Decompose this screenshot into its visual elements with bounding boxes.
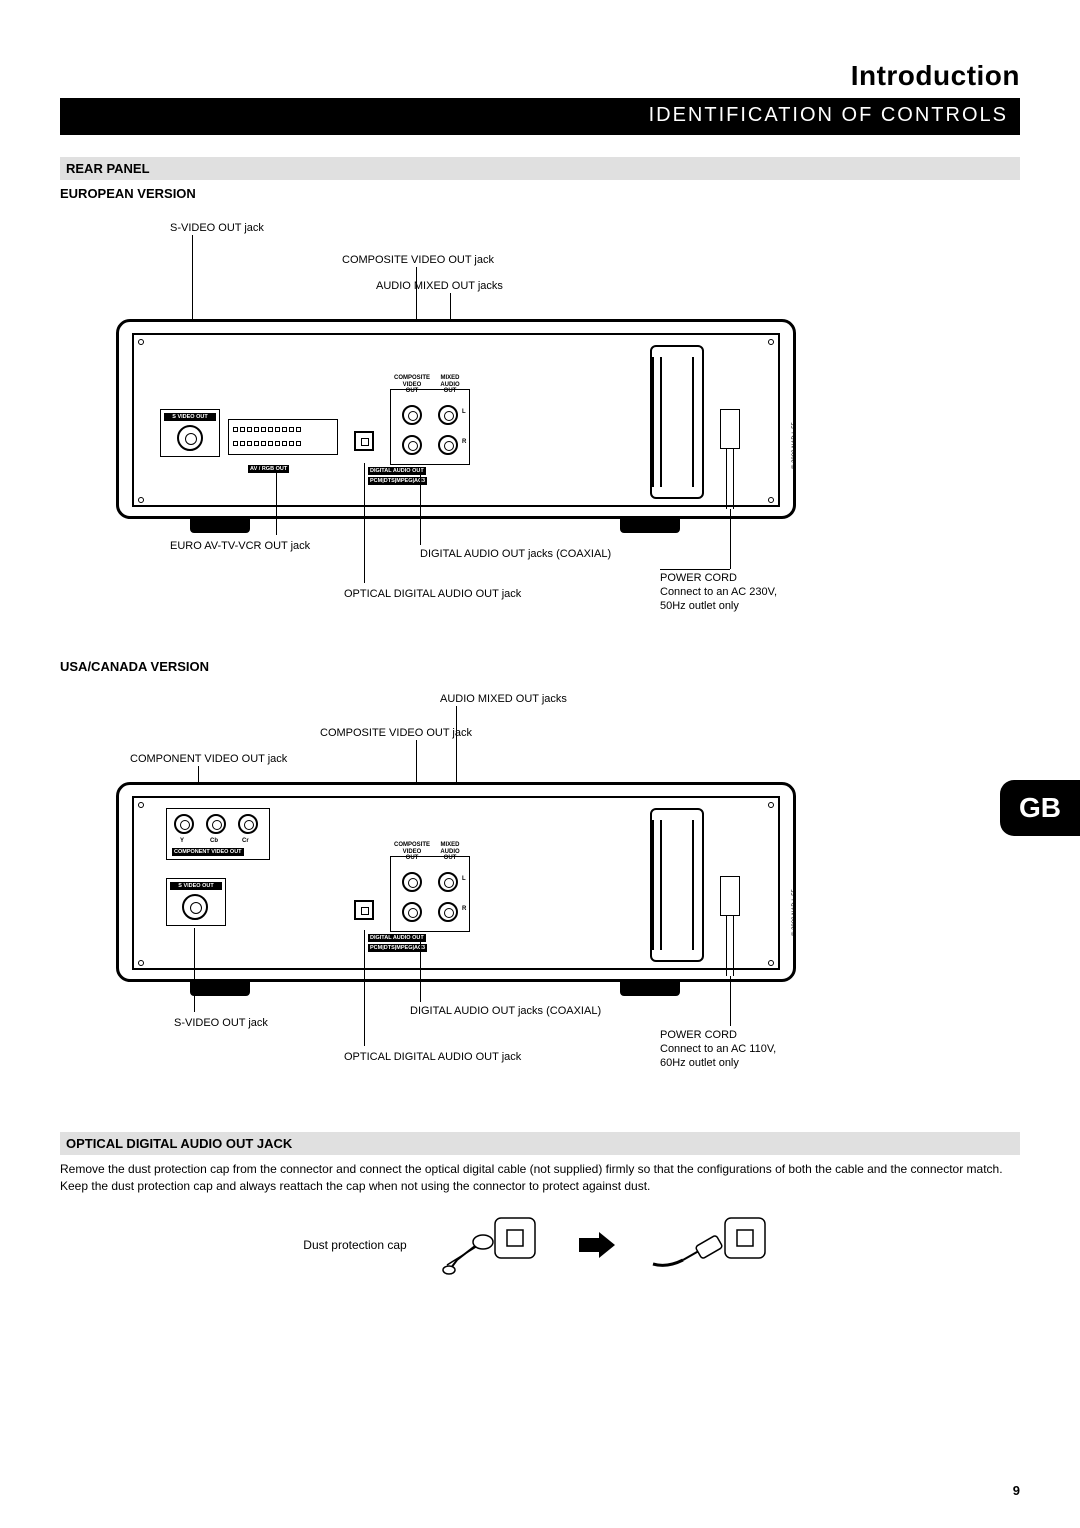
label-av-rgb: AV / RGB OUT: [248, 465, 289, 473]
callout-composite-usa: COMPOSITE VIDEO OUT jack: [320, 726, 472, 740]
cable-plug-icon: [647, 1210, 777, 1280]
rear-panel-heading: REAR PANEL: [60, 157, 1020, 180]
label-svideo-usa: S VIDEO OUT: [170, 882, 222, 890]
label-cb: Cb: [210, 838, 218, 845]
euro-heading: EUROPEAN VERSION: [60, 186, 1020, 201]
copyright-usa: © 2000 NAD L 55: [792, 889, 798, 936]
callout-component: COMPONENT VIDEO OUT jack: [130, 752, 287, 766]
callout-power1: POWER CORD: [660, 571, 737, 585]
arrow-icon: [577, 1230, 617, 1260]
label-component: COMPONENT VIDEO OUT: [172, 848, 244, 856]
callout-svideo-usa: S-VIDEO OUT jack: [174, 1016, 268, 1030]
label-l-usa: L: [462, 876, 466, 883]
page-number: 9: [1013, 1483, 1020, 1498]
label-comp-video-usa: COMPOSITE VIDEO OUT: [394, 842, 430, 862]
euro-diagram: S-VIDEO OUT jack COMPOSITE VIDEO OUT jac…: [60, 209, 1020, 629]
usa-diagram: AUDIO MIXED OUT jacks COMPOSITE VIDEO OU…: [60, 682, 1020, 1102]
optical-heading: OPTICAL DIGITAL AUDIO OUT JACK: [60, 1132, 1020, 1155]
callout-power3: 50Hz outlet only: [660, 599, 739, 613]
callout-euro-av: EURO AV-TV-VCR OUT jack: [170, 539, 310, 553]
callout-power2: Connect to an AC 230V,: [660, 585, 777, 599]
label-dig-out-usa: DIGITAL AUDIO OUT: [368, 934, 426, 942]
label-l: L: [462, 409, 466, 416]
callout-composite: COMPOSITE VIDEO OUT jack: [342, 253, 494, 267]
intro-title: Introduction: [60, 60, 1020, 92]
gb-side-tab: GB: [1000, 780, 1080, 836]
callout-optical-usa: OPTICAL DIGITAL AUDIO OUT jack: [344, 1050, 521, 1064]
label-r-usa: R: [462, 906, 466, 913]
dust-cap-illustration: Dust protection cap: [60, 1210, 1020, 1280]
dust-cap-icon: [437, 1210, 547, 1280]
label-dig-out: DIGITAL AUDIO OUT: [368, 467, 426, 475]
label-svideo-out: S VIDEO OUT: [164, 413, 216, 421]
callout-power1-usa: POWER CORD: [660, 1028, 737, 1042]
usa-heading: USA/CANADA VERSION: [60, 659, 1020, 674]
label-y: Y: [180, 838, 184, 845]
callout-svideo: S-VIDEO OUT jack: [170, 221, 264, 235]
callout-audio-mixed: AUDIO MIXED OUT jacks: [376, 279, 503, 293]
callout-digital-coax: DIGITAL AUDIO OUT jacks (COAXIAL): [420, 547, 611, 561]
dust-cap-label: Dust protection cap: [303, 1238, 406, 1252]
label-mixed-audio: MIXED AUDIO OUT: [434, 375, 466, 395]
label-comp-video: COMPOSITE VIDEO OUT: [394, 375, 430, 395]
callout-power3-usa: 60Hz outlet only: [660, 1056, 739, 1070]
label-pcm-usa: PCM|DTS|MPEG|AC3: [368, 944, 427, 952]
label-pcm: PCM|DTS|MPEG|AC3: [368, 477, 427, 485]
callout-power2-usa: Connect to an AC 110V,: [660, 1042, 776, 1056]
section-bar: IDENTIFICATION OF CONTROLS: [60, 98, 1020, 135]
optical-body: Remove the dust protection cap from the …: [60, 1161, 1020, 1196]
callout-digital-coax-usa: DIGITAL AUDIO OUT jacks (COAXIAL): [410, 1004, 601, 1018]
label-mixed-audio-usa: MIXED AUDIO OUT: [434, 842, 466, 862]
callout-optical: OPTICAL DIGITAL AUDIO OUT jack: [344, 587, 521, 601]
label-cr: Cr: [242, 838, 249, 845]
callout-audio-mixed-usa: AUDIO MIXED OUT jacks: [440, 692, 567, 706]
copyright-euro: © 2000 NAD L 55: [792, 422, 798, 469]
label-r: R: [462, 439, 466, 446]
